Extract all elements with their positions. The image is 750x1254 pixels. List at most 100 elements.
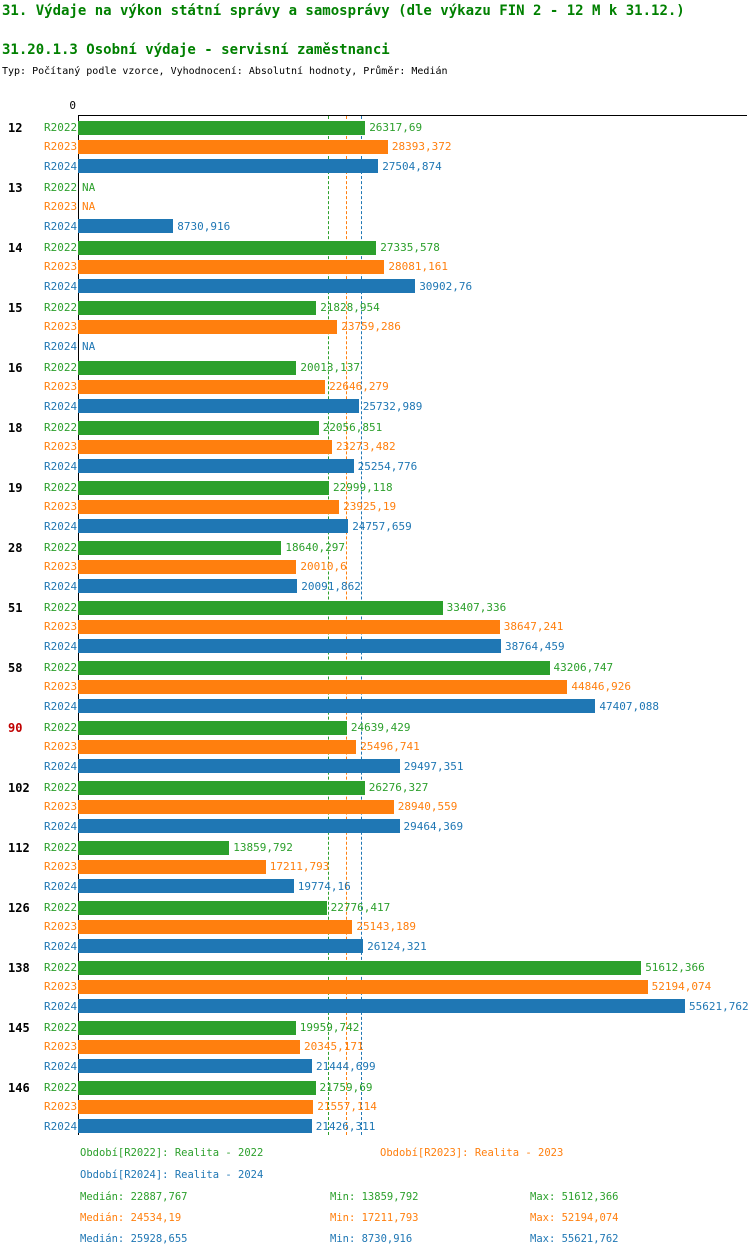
na-label: NA [82, 339, 96, 353]
category-label: 14 [8, 240, 23, 255]
bar-value-label: 27504,874 [382, 159, 442, 173]
bar [78, 879, 294, 894]
x-axis-line [78, 115, 747, 116]
bar [78, 780, 365, 795]
series-label: R2024 [44, 819, 78, 833]
bar-row: R2024 26124,321 [0, 937, 750, 956]
bar [78, 420, 319, 435]
bar [78, 559, 297, 574]
bar-zone: 22999,118 [78, 478, 750, 497]
bar-zone: 20013,137 [78, 358, 750, 377]
category-label: 138 [8, 960, 30, 975]
series-label: R2022 [44, 721, 78, 735]
series-label: R2022 [44, 961, 78, 975]
bar [78, 139, 388, 154]
bar-row: R2024 27504,874 [0, 157, 750, 176]
bar-value-label: 20010,6 [300, 560, 347, 574]
bar [78, 679, 568, 694]
bar [78, 619, 500, 634]
bar-zone: 25143,189 [78, 917, 750, 936]
series-label: R2024 [44, 339, 78, 353]
bar-zone: 24757,659 [78, 517, 750, 536]
series-label: R2024 [44, 399, 78, 413]
stat-median-r2022: Medián: 22887,767 [80, 1191, 188, 1203]
series-label: R2023 [44, 620, 78, 634]
bar-zone: 20345,171 [78, 1037, 750, 1056]
series-label: R2022 [44, 1021, 78, 1035]
bar-zone: 18640,297 [78, 538, 750, 557]
bar-row: R2023 23273,482 [0, 437, 750, 456]
series-label: R2023 [44, 1100, 78, 1114]
series-label: R2023 [44, 200, 78, 214]
bar-row: R2024 29497,351 [0, 757, 750, 776]
bar-zone: 27335,578 [78, 238, 750, 257]
bar-row: 51 R2022 33407,336 [0, 598, 750, 617]
bar-row: R2023 22646,279 [0, 377, 750, 396]
bar-zone: 28940,559 [78, 797, 750, 816]
stat-median-r2024: Medián: 25928,655 [80, 1233, 188, 1245]
bar-zone: 47407,088 [78, 697, 750, 716]
bar-row: 13 R2022 NA [0, 178, 750, 197]
bar [78, 979, 648, 994]
bar [78, 759, 400, 774]
bar-zone: 26124,321 [78, 937, 750, 956]
bar-row: R2023 38647,241 [0, 617, 750, 636]
bar-value-label: 28393,372 [391, 140, 452, 154]
series-label: R2023 [44, 1040, 78, 1054]
report-title: 31. Výdaje na výkon státní správy a samo… [2, 3, 685, 19]
bar-zone: 21557,114 [78, 1097, 750, 1116]
series-label: R2023 [44, 740, 78, 754]
bar-value-label: 51612,366 [645, 961, 705, 975]
bar-value-label: 13859,792 [233, 841, 293, 855]
legend-item-r2022: Období[R2022]: Realita - 2022 [80, 1147, 264, 1159]
stat-min-r2023: Min: 17211,793 [330, 1212, 419, 1224]
bar-value-label: 8730,916 [177, 219, 231, 233]
bar-group-138: 138 R2022 51612,366 R2023 52194,074 R2024 5562… [0, 956, 750, 1016]
series-label: R2024 [44, 879, 78, 893]
category-label: 12 [8, 120, 23, 135]
bar [78, 639, 501, 654]
bar [78, 900, 327, 915]
bar-row: R2023 20010,6 [0, 557, 750, 576]
series-label: R2023 [44, 980, 78, 994]
bar [78, 159, 379, 174]
bar [78, 960, 642, 975]
bar-value-label: 38764,459 [505, 639, 565, 653]
bar-zone: 22056,851 [78, 418, 750, 437]
bar [78, 1059, 312, 1074]
series-label: R2022 [44, 781, 78, 795]
stat-min-r2024: Min: 8730,916 [330, 1233, 413, 1245]
bar-value-label: 26124,321 [367, 939, 427, 953]
bar-group-12: 12 R2022 26317,69 R2023 28393,372 R2024 27504,… [0, 116, 750, 176]
bar-row: 146 R2022 21759,69 [0, 1078, 750, 1097]
bar-zone: 33407,336 [78, 598, 750, 617]
category-label: 102 [8, 780, 30, 795]
category-label: 15 [8, 300, 23, 315]
bar-group-58: 58 R2022 43206,747 R2023 44846,926 R2024 47407… [0, 656, 750, 716]
bar-group-112: 112 R2022 13859,792 R2023 17211,793 R2024 1977… [0, 836, 750, 896]
na-label: NA [82, 200, 96, 214]
legend-item-r2024: Období[R2024]: Realita - 2024 [80, 1169, 264, 1181]
bar-row: 14 R2022 27335,578 [0, 238, 750, 257]
bar-zone: 26276,327 [78, 778, 750, 797]
bar-group-19: 19 R2022 22999,118 R2023 23925,19 R2024 24757,… [0, 476, 750, 536]
bar [78, 480, 329, 495]
bar-zone: 17211,793 [78, 857, 750, 876]
series-label: R2022 [44, 841, 78, 855]
category-label: 19 [8, 480, 23, 495]
series-label: R2023 [44, 140, 78, 154]
series-label: R2022 [44, 661, 78, 675]
series-label: R2024 [44, 519, 78, 533]
series-label: R2023 [44, 800, 78, 814]
bar-zone: 22646,279 [78, 377, 750, 396]
bar [78, 720, 347, 735]
bar-value-label: 23273,482 [336, 440, 396, 454]
bar-value-label: 25732,989 [362, 399, 423, 413]
bar-row: R2024 55621,762 [0, 997, 750, 1016]
bar-row: R2023 17211,793 [0, 857, 750, 876]
bar [78, 600, 443, 615]
bar-zone: 29497,351 [78, 757, 750, 776]
bar [78, 660, 550, 675]
bar-zone: 13859,792 [78, 838, 750, 857]
na-label: NA [82, 181, 96, 195]
